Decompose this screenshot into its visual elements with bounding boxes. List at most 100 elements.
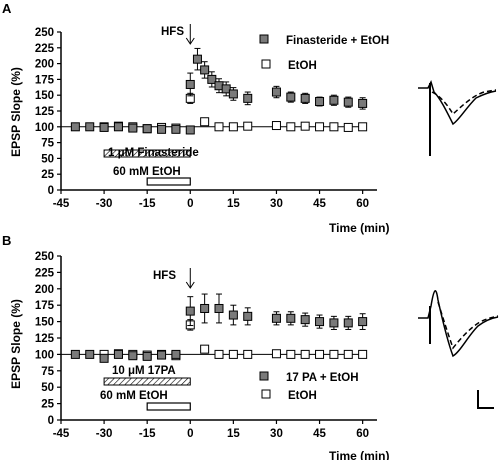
panel-b-etoh-point bbox=[343, 349, 353, 359]
panel-b-y-tick-label: 25 bbox=[41, 399, 54, 411]
panel-b-legend-1-label: 17 PA + EtOH bbox=[286, 372, 359, 384]
panel-b-drug-etoh-point bbox=[228, 310, 238, 320]
panel-b-etoh-point bbox=[358, 349, 368, 359]
panel-a-drug-etoh-point bbox=[329, 95, 339, 105]
panel-a-y-tick-label: 175 bbox=[35, 74, 55, 86]
panel-b-y-tick-label: 250 bbox=[35, 251, 54, 263]
panel-b-drug-etoh-point bbox=[70, 349, 80, 359]
panel-b-drug-etoh-point bbox=[300, 315, 310, 325]
panel-a-etoh-point bbox=[200, 117, 210, 127]
panel-b-drug-etoh-point bbox=[214, 303, 224, 313]
panel-a-drug-etoh-point bbox=[185, 79, 195, 89]
panel-a-drug-etoh-point bbox=[243, 93, 253, 103]
panel-a-y-tick-label: 200 bbox=[35, 59, 54, 71]
panel-a-x-tick-label: 60 bbox=[356, 198, 369, 210]
panel-b: B EPSP Slope (%) Time (min) HFS 10 μM 17… bbox=[2, 233, 389, 460]
panel-b-etoh-bar bbox=[146, 402, 191, 411]
panel-a-etoh-point bbox=[343, 122, 353, 132]
panel-a-x-tick-label: 45 bbox=[313, 198, 326, 210]
panel-b-x-tick-label: 30 bbox=[270, 428, 283, 440]
panel-a-x-tick-label: -15 bbox=[139, 198, 156, 210]
panel-a-x-tick-label: -30 bbox=[96, 198, 113, 210]
panel-b-drug-etoh-point bbox=[171, 349, 181, 359]
panel-a-y-tick-label: 225 bbox=[35, 43, 55, 55]
panel-a-drug-etoh-point bbox=[85, 122, 95, 132]
panel-a-y-tick-label: 0 bbox=[48, 185, 54, 197]
panel-a-drug-etoh-point bbox=[358, 98, 368, 108]
panel-a-drug-etoh-point bbox=[343, 97, 353, 107]
panel-b-etoh-point bbox=[300, 349, 310, 359]
panel-b-x-tick-label: -15 bbox=[139, 428, 156, 440]
panel-b-y-tick-label: 200 bbox=[35, 284, 54, 296]
panel-a-drug-etoh-point bbox=[157, 124, 167, 134]
panel-a-drug-etoh-point bbox=[70, 122, 80, 132]
panel-b-drug-etoh-point bbox=[142, 351, 152, 361]
panel-b-x-tick-label: 15 bbox=[227, 428, 240, 440]
panel-b-drug-etoh-point bbox=[185, 306, 195, 316]
panel-a-etoh-label: 60 mM EtOH bbox=[113, 166, 181, 178]
panel-a-x-tick-label: 15 bbox=[227, 198, 240, 210]
panel-a-y-tick-label: 150 bbox=[35, 90, 54, 102]
panel-a-trace-solid bbox=[418, 79, 497, 126]
panel-b-x-tick-label: 60 bbox=[356, 428, 369, 440]
panel-b-etoh-point bbox=[286, 349, 296, 359]
panel-a-drug-etoh-point bbox=[271, 87, 281, 97]
panel-a-drug-etoh-point bbox=[221, 84, 231, 94]
panel-b-drug-etoh-point bbox=[343, 318, 353, 328]
panel-a-x-tick-label: 0 bbox=[187, 198, 193, 210]
panel-b-y-tick-label: 50 bbox=[41, 382, 54, 394]
panel-a-xlabel: Time (min) bbox=[329, 221, 389, 235]
panel-a-legend-1-label: Finasteride + EtOH bbox=[286, 35, 389, 47]
panel-b-y-tick-label: 125 bbox=[35, 333, 55, 345]
panel-a-hfs-label: HFS bbox=[161, 26, 184, 38]
panel-b-drug-etoh-point bbox=[286, 313, 296, 323]
panel-b-legend-2-label: EtOH bbox=[288, 390, 317, 402]
panel-a-trace-dashed bbox=[431, 89, 497, 116]
panel-a-etoh-point bbox=[358, 122, 368, 132]
panel-b-hfs-arrowhead bbox=[185, 281, 195, 289]
panel-b-drug-etoh-point bbox=[243, 311, 253, 321]
panel-a-drug-etoh-point bbox=[128, 123, 138, 133]
panel-b-etoh-point bbox=[315, 349, 325, 359]
panel-b-y-tick-label: 225 bbox=[35, 267, 55, 279]
panel-a-y-tick-label: 50 bbox=[41, 153, 54, 165]
panel-b-drug-etoh-point bbox=[329, 318, 339, 328]
panel-b-trace-solid bbox=[418, 290, 499, 358]
panel-b-y-tick-label: 150 bbox=[35, 317, 54, 329]
panel-b-drug-etoh-point bbox=[128, 351, 138, 361]
panel-b-y-tick-label: 100 bbox=[35, 349, 54, 361]
panel-a-label: A bbox=[2, 1, 12, 16]
panel-b-drug-etoh-point bbox=[113, 349, 123, 359]
panel-b-legend-2-marker bbox=[261, 389, 271, 399]
panel-a-drug-etoh-point bbox=[171, 124, 181, 134]
panel-a-drug-etoh-point bbox=[142, 124, 152, 134]
panel-a-etoh-point bbox=[286, 122, 296, 132]
panel-a-y-tick-label: 25 bbox=[41, 169, 54, 181]
panel-a-hfs-arrowhead bbox=[185, 37, 195, 45]
panel-b-drug-etoh-point bbox=[85, 349, 95, 359]
panel-b-drug-etoh-point bbox=[157, 350, 167, 360]
panel-a-legend-1-marker bbox=[259, 34, 269, 44]
panel-a-drug-etoh-point bbox=[185, 125, 195, 135]
panel-b-drug-etoh-point bbox=[200, 303, 210, 313]
panel-a-etoh-point bbox=[243, 121, 253, 131]
panel-a-etoh-point bbox=[300, 121, 310, 131]
panel-a-x-tick-label: 30 bbox=[270, 198, 283, 210]
panel-b-drug-bar bbox=[103, 377, 191, 386]
panel-a-drug-etoh-point bbox=[300, 93, 310, 103]
panel-a-drug-etoh-point bbox=[99, 122, 109, 132]
panel-b-y-tick-label: 175 bbox=[35, 300, 55, 312]
panel-b-drug-etoh-point bbox=[358, 317, 368, 327]
panel-a-etoh-point bbox=[329, 122, 339, 132]
panel-a-x-tick-label: -45 bbox=[53, 198, 70, 210]
panel-a-y-tick-label: 75 bbox=[41, 138, 54, 150]
panel-b-drug-etoh-point bbox=[271, 313, 281, 323]
panel-a-y-tick-label: 100 bbox=[35, 122, 54, 134]
panel-a-ylabel: EPSP Slope (%) bbox=[9, 67, 23, 157]
panel-b-y-tick-label: 0 bbox=[48, 415, 54, 427]
panel-b-etoh-label: 60 mM EtOH bbox=[100, 390, 168, 402]
panel-b-x-tick-label: 0 bbox=[187, 428, 193, 440]
panel-b-etoh-point bbox=[200, 344, 210, 354]
panel-a-y-tick-label: 250 bbox=[35, 27, 54, 39]
panel-b-etoh-point bbox=[243, 349, 253, 359]
